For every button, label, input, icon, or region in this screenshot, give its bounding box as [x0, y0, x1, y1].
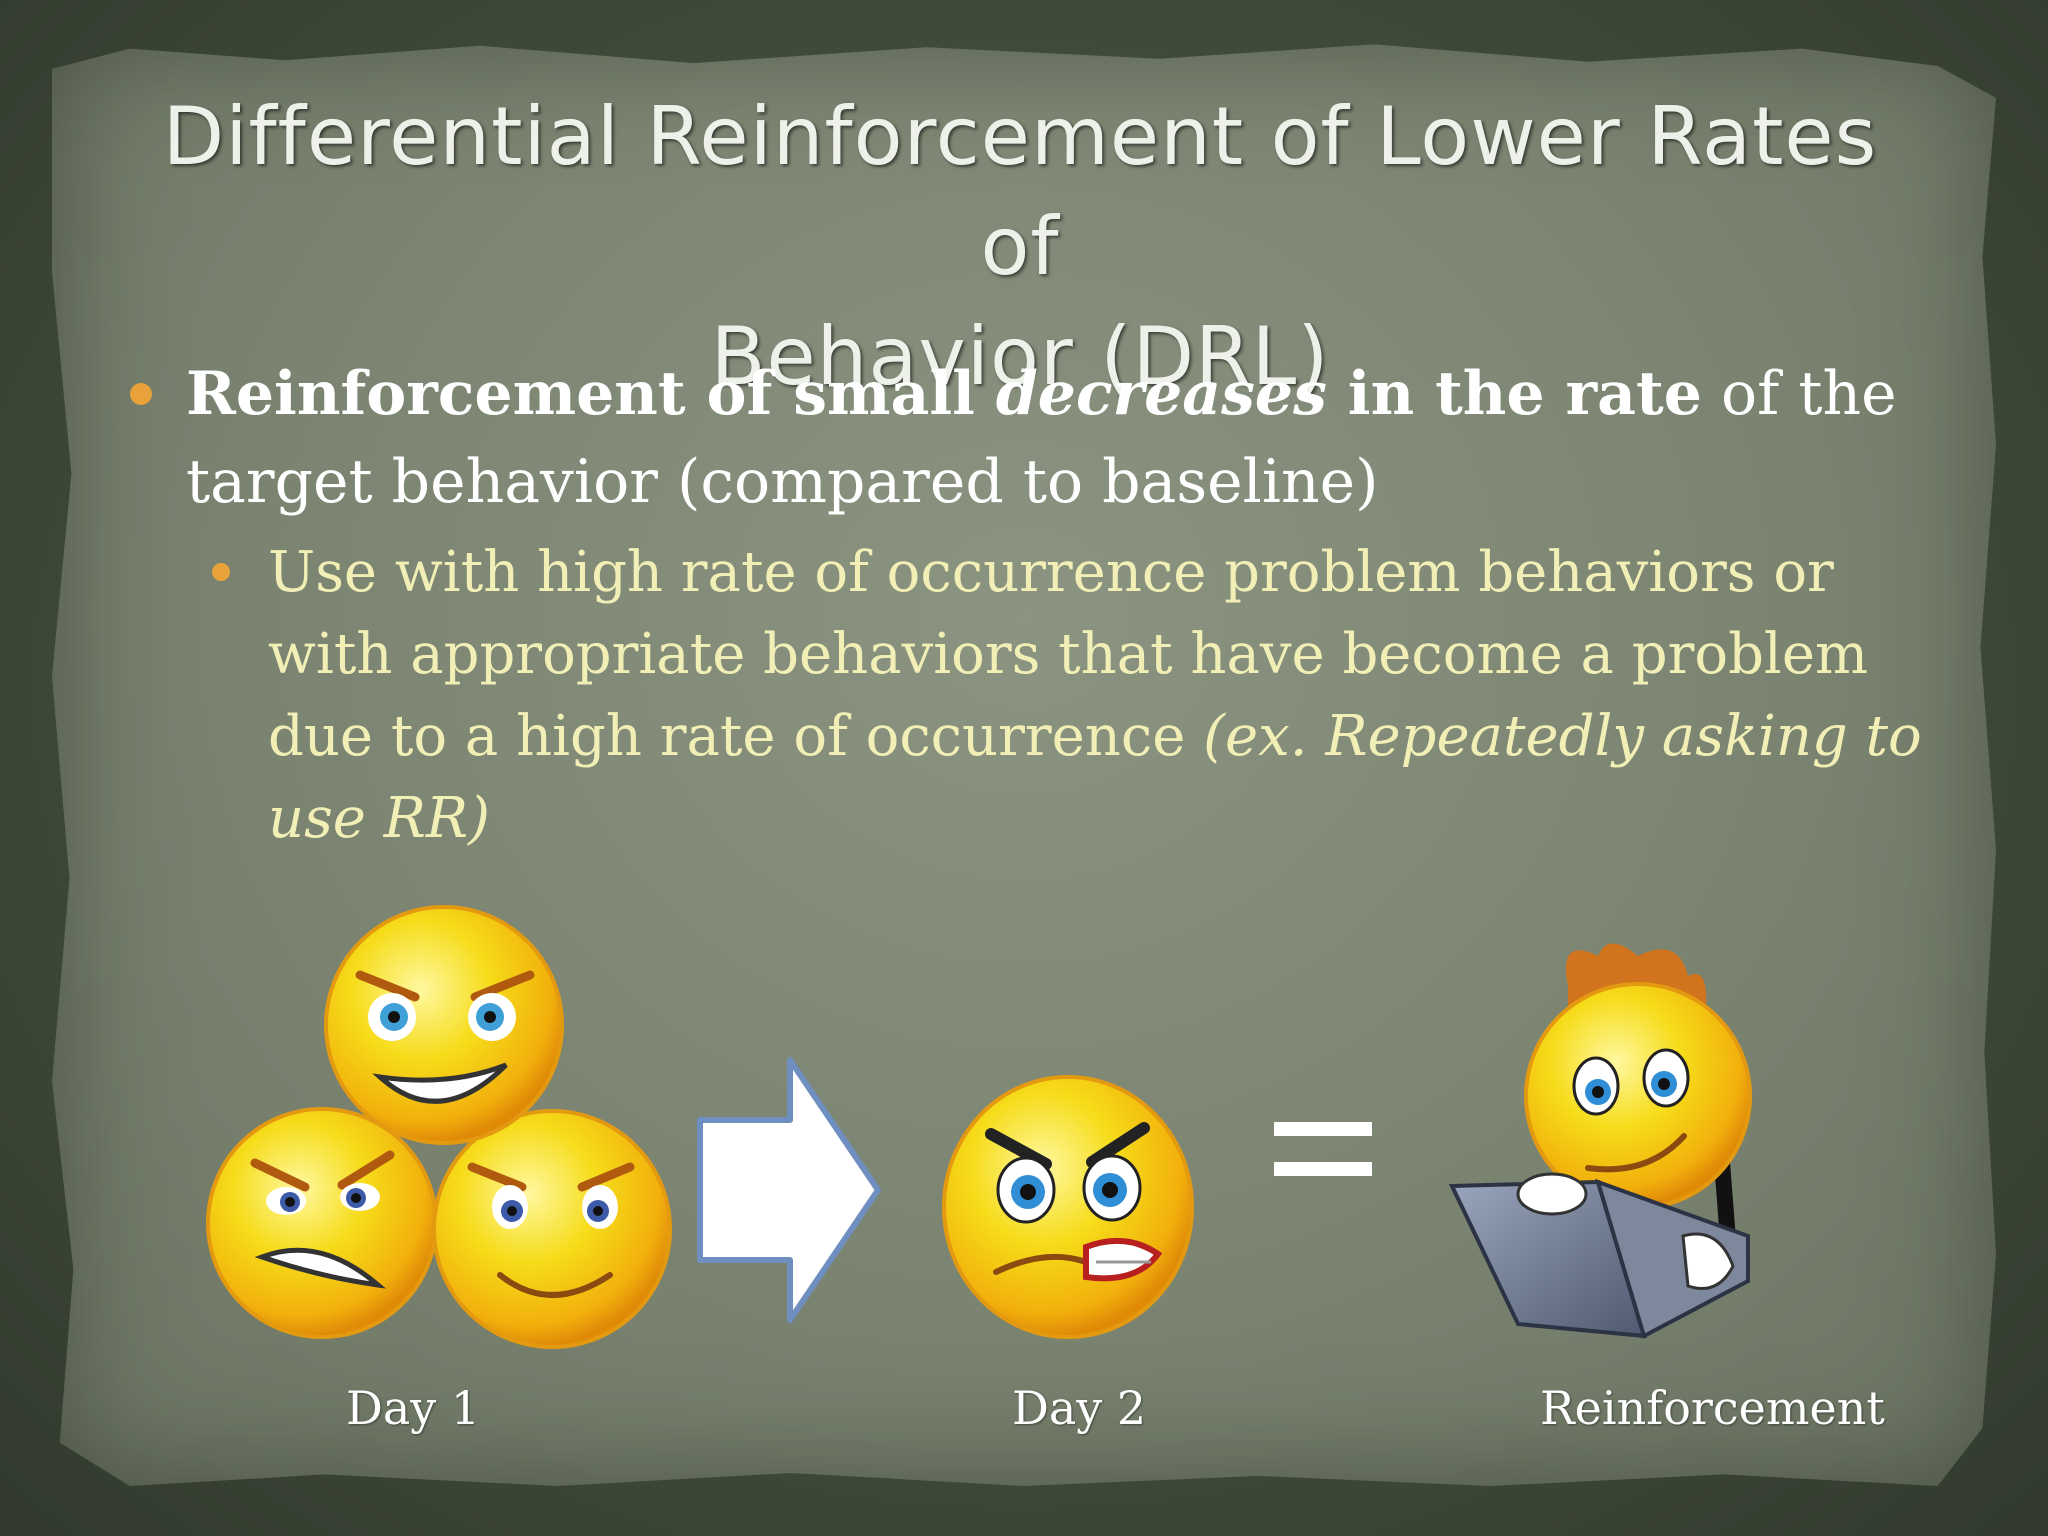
bullet-list: Reinforcement of small decreases in the …	[130, 350, 1960, 860]
right-arrow-icon	[697, 1057, 881, 1323]
angry-face-left	[206, 1107, 438, 1339]
caption-day-2: Day 2	[1012, 1381, 1147, 1435]
sub-bullet-dot-icon	[212, 563, 230, 581]
three-angry-smileys-icon	[206, 905, 672, 1349]
bullet-main: Reinforcement of small decreases in the …	[130, 350, 1960, 526]
slide-title: Differential Reinforcement of Lower Rate…	[120, 82, 1920, 412]
bullet-main-bold-b: in the rate	[1326, 359, 1702, 429]
bullet-main-rest: of the target behavior (compared to base…	[186, 359, 1897, 517]
angry-smiley-icon	[942, 1075, 1194, 1339]
sub-bullet-text: Use with high rate of occurrence problem…	[268, 540, 1869, 769]
sub-bullet-example: (ex. Repeatedly asking to use RR)	[268, 704, 1922, 851]
title-line-2: Behavior (DRL)	[710, 310, 1330, 403]
angry-face-right	[432, 1109, 672, 1349]
bullet-dot-icon	[130, 383, 152, 405]
bullet-main-emphasis: decreases	[995, 359, 1327, 429]
bullet-main-bold-a: Reinforcement of small	[186, 359, 996, 429]
caption-reinforcement: Reinforcement	[1540, 1381, 1885, 1435]
sub-bullet: Use with high rate of occurrence problem…	[212, 532, 1960, 860]
caption-day-1: Day 1	[346, 1381, 481, 1435]
equals-sign-icon	[1274, 1122, 1372, 1176]
smiley-with-laptop-icon	[1448, 943, 1752, 1339]
title-line-1: Differential Reinforcement of Lower Rate…	[162, 90, 1878, 293]
angry-face-top	[324, 905, 564, 1145]
